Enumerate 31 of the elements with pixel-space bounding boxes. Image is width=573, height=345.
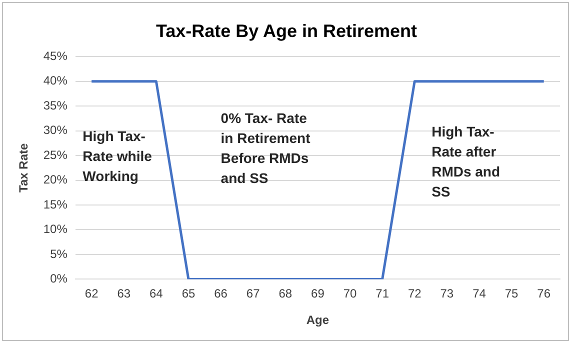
- x-tick-label: 74: [472, 286, 486, 301]
- x-tick-label: 64: [150, 286, 164, 301]
- x-tick-label: 66: [214, 286, 228, 301]
- x-tick-label: 65: [182, 286, 196, 301]
- x-tick-label: 73: [440, 286, 454, 301]
- x-tick-label: 63: [117, 286, 131, 301]
- y-tick-label: 35%: [43, 98, 68, 112]
- y-tick-label: 0%: [50, 272, 68, 286]
- y-tick-label: 5%: [50, 246, 68, 261]
- y-tick-label: 45%: [43, 48, 68, 63]
- x-tick-label: 75: [504, 286, 519, 301]
- x-axis-title: Age: [306, 313, 330, 328]
- x-tick-label: 76: [537, 286, 551, 301]
- x-tick-label: 69: [311, 286, 325, 301]
- y-tick-label: 25%: [43, 148, 68, 162]
- x-tick-label: 70: [343, 286, 358, 301]
- x-tick-label: 71: [376, 286, 390, 301]
- y-axis-title: Tax Rate: [16, 143, 31, 192]
- annotation: 0% Tax- Rate in Retirement Before RMDs and SS: [220, 110, 311, 186]
- y-tick-label: 20%: [43, 172, 68, 187]
- x-tick-label: 72: [408, 286, 422, 301]
- y-tick-label: 15%: [43, 197, 68, 212]
- y-tick-label: 30%: [43, 123, 68, 138]
- y-tick-label: 40%: [43, 74, 68, 88]
- x-tick-label: 67: [246, 286, 260, 301]
- annotation: High Tax- Rate while Working: [82, 128, 152, 184]
- x-tick-label: 62: [84, 286, 99, 301]
- annotation: High Tax- Rate after RMDs and SS: [432, 123, 500, 200]
- chart-title: Tax-Rate By Age in Retirement: [156, 20, 418, 41]
- x-tick-label: 68: [278, 286, 292, 301]
- y-tick-label: 10%: [43, 222, 68, 236]
